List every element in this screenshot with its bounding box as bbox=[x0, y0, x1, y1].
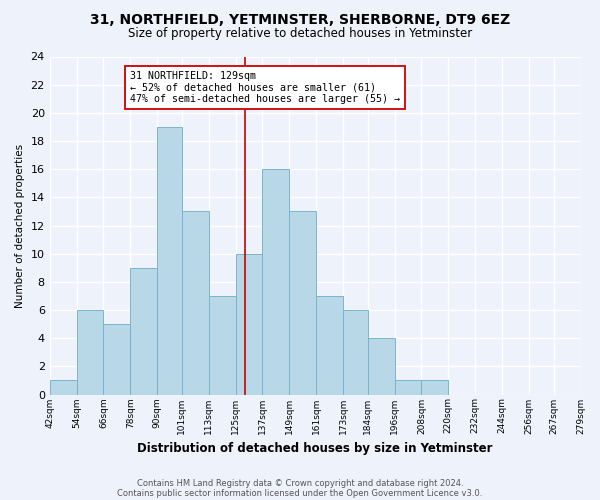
X-axis label: Distribution of detached houses by size in Yetminster: Distribution of detached houses by size … bbox=[137, 442, 493, 455]
Text: 31, NORTHFIELD, YETMINSTER, SHERBORNE, DT9 6EZ: 31, NORTHFIELD, YETMINSTER, SHERBORNE, D… bbox=[90, 12, 510, 26]
Bar bbox=[395, 380, 421, 394]
Bar bbox=[77, 310, 103, 394]
Bar bbox=[262, 169, 289, 394]
Bar bbox=[368, 338, 395, 394]
Bar bbox=[289, 212, 316, 394]
Y-axis label: Number of detached properties: Number of detached properties bbox=[15, 144, 25, 308]
Bar bbox=[130, 268, 157, 394]
Bar bbox=[209, 296, 236, 394]
Bar bbox=[182, 212, 209, 394]
Text: Size of property relative to detached houses in Yetminster: Size of property relative to detached ho… bbox=[128, 28, 472, 40]
Bar bbox=[236, 254, 262, 394]
Bar bbox=[103, 324, 130, 394]
Bar bbox=[316, 296, 343, 394]
Bar bbox=[50, 380, 77, 394]
Text: 31 NORTHFIELD: 129sqm
← 52% of detached houses are smaller (61)
47% of semi-deta: 31 NORTHFIELD: 129sqm ← 52% of detached … bbox=[130, 70, 400, 104]
Bar bbox=[343, 310, 368, 394]
Bar bbox=[157, 127, 182, 394]
Text: Contains HM Land Registry data © Crown copyright and database right 2024.: Contains HM Land Registry data © Crown c… bbox=[137, 478, 463, 488]
Text: Contains public sector information licensed under the Open Government Licence v3: Contains public sector information licen… bbox=[118, 488, 482, 498]
Bar bbox=[421, 380, 448, 394]
